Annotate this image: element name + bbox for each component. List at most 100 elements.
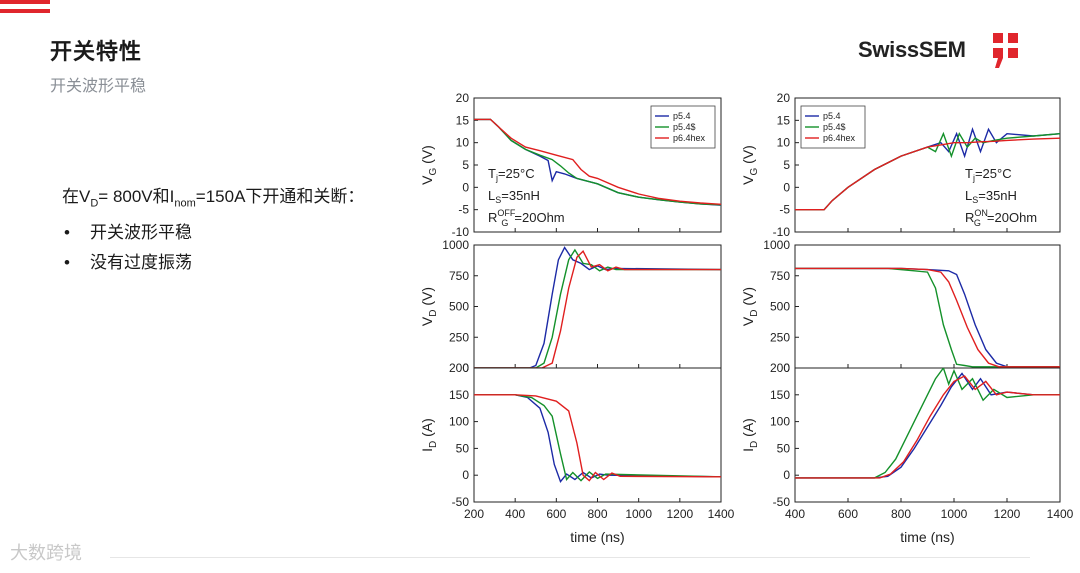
series-line-p6.4hex [474, 394, 721, 482]
y-tick-label: 150 [770, 388, 790, 402]
plot-frame [473, 367, 722, 503]
y-tick-label: 20 [777, 91, 791, 105]
series-line-p5.4$ [795, 267, 1060, 368]
legend-entry: p5.4 [673, 111, 691, 121]
x-tick-label: 400 [505, 507, 525, 521]
x-tick-label: 1000 [625, 507, 652, 521]
y-tick-label: -10 [452, 225, 470, 239]
x-tick-label: 600 [838, 507, 858, 521]
series-line-p5.4$ [474, 118, 721, 206]
annotation-line: Tj=25°C [488, 166, 535, 183]
y-tick-label: -10 [773, 225, 791, 239]
y-tick-label: 1000 [442, 238, 469, 252]
y-tick-label: 15 [456, 113, 470, 127]
annotation-line: Tj=25°C [965, 166, 1012, 183]
y-tick-label: 10 [456, 136, 470, 150]
annotation-line: LS=35nH [965, 188, 1017, 205]
x-tick-label: 1400 [1047, 507, 1074, 521]
bullet-item: 开关波形平稳 [62, 218, 364, 248]
x-tick-label: 800 [891, 507, 911, 521]
page-subtitle: 开关波形平稳 [50, 78, 147, 95]
y-tick-label: 150 [449, 388, 469, 402]
x-tick-label: 800 [587, 507, 607, 521]
series-line-p5.4$ [474, 248, 721, 368]
y-axis-label: ID (A) [740, 418, 760, 452]
watermark: 大数跨境 [10, 543, 82, 563]
y-tick-label: -5 [779, 203, 790, 217]
series-line-p6.4hex [795, 137, 1060, 211]
x-tick-label: 1200 [994, 507, 1021, 521]
y-tick-label: 50 [456, 441, 470, 455]
series-line-p6.4hex [474, 250, 721, 368]
y-axis-label: VG (V) [740, 145, 760, 185]
y-tick-label: 200 [449, 361, 469, 375]
x-axis-label: time (ns) [570, 529, 624, 545]
y-tick-label: 5 [783, 158, 790, 172]
y-tick-label: 1000 [763, 238, 790, 252]
y-tick-label: 10 [777, 136, 791, 150]
page-title: 开关特性 [50, 39, 143, 64]
series-line-p5.4 [474, 394, 721, 484]
swiss-cross-icon [993, 33, 1018, 68]
y-tick-label: 200 [770, 361, 790, 375]
series-line-p5.4$ [474, 394, 721, 482]
y-tick-label: 5 [462, 158, 469, 172]
plot-frame [794, 367, 1061, 503]
annotation-line: LS=35nH [488, 188, 540, 205]
y-tick-label: 250 [770, 330, 790, 344]
series-line-p5.4 [795, 267, 1060, 368]
y-tick-label: 0 [462, 361, 469, 375]
y-tick-label: 500 [770, 300, 790, 314]
x-tick-label: 1400 [708, 507, 735, 521]
x-tick-label: 200 [464, 507, 484, 521]
bullet-list: 开关波形平稳 没有过度振荡 [62, 218, 364, 278]
summary-heading: 在VD= 800V和Inom=150A下开通和关断： [62, 187, 365, 210]
footer-divider [110, 557, 1030, 558]
x-tick-label: 400 [785, 507, 805, 521]
y-tick-label: 20 [456, 91, 470, 105]
y-tick-label: 750 [770, 269, 790, 283]
legend-entry: p5.4$ [823, 122, 846, 132]
annotation-line: RON G =20Ohm [965, 208, 1037, 228]
y-axis-label: VD (V) [740, 287, 760, 326]
top-accent-bar [0, 0, 50, 16]
y-tick-label: 500 [449, 300, 469, 314]
y-tick-label: -50 [773, 495, 791, 509]
logo-text: SwissSEM [858, 37, 966, 62]
y-tick-label: 750 [449, 269, 469, 283]
brand-logo: SwissSEM [858, 33, 1033, 73]
y-tick-label: 100 [770, 415, 790, 429]
y-tick-label: 0 [783, 180, 790, 194]
y-tick-label: 250 [449, 330, 469, 344]
y-tick-label: 15 [777, 113, 791, 127]
y-axis-label: ID (A) [419, 418, 439, 452]
series-line-p6.4hex [474, 118, 721, 205]
legend-box [800, 105, 866, 149]
x-tick-label: 600 [546, 507, 566, 521]
series-line-p5.4 [795, 372, 1060, 479]
y-tick-label: -50 [452, 495, 470, 509]
bullet-item: 没有过度振荡 [62, 248, 364, 278]
legend-entry: p6.4hex [673, 133, 706, 143]
y-tick-label: 0 [783, 361, 790, 375]
x-tick-label: 1000 [941, 507, 968, 521]
legend-entry: p5.4$ [673, 122, 696, 132]
y-axis-label: VD (V) [419, 287, 439, 326]
y-tick-label: 100 [449, 415, 469, 429]
plot-frame [473, 244, 722, 369]
annotation-line: ROFF G =20Ohm [488, 208, 565, 228]
legend-entry: p6.4hex [823, 133, 856, 143]
y-tick-label: 50 [777, 441, 791, 455]
y-tick-label: 0 [462, 468, 469, 482]
y-tick-label: 0 [462, 180, 469, 194]
series-line-p5.4$ [795, 368, 1060, 479]
y-axis-label: VG (V) [419, 145, 439, 185]
x-axis-label: time (ns) [900, 529, 954, 545]
summary-text: 在VD= 800V和Inom=150A下开通和关断： 开关波形平稳 没有过度振荡 [62, 182, 364, 278]
legend-entry: p5.4 [823, 111, 841, 121]
x-tick-label: 1200 [666, 507, 693, 521]
series-line-p6.4hex [795, 375, 1060, 479]
y-tick-label: -5 [458, 203, 469, 217]
y-tick-label: 0 [783, 468, 790, 482]
